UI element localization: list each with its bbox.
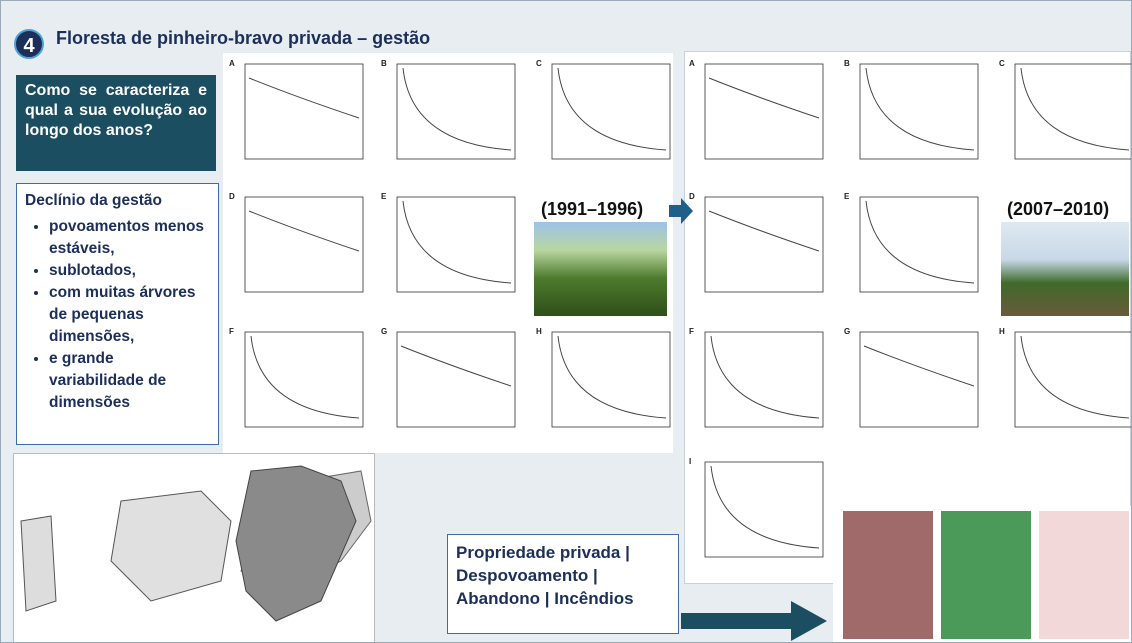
panel-letter: B [381,59,387,68]
panel-letter: H [536,327,542,336]
map-2 [941,511,1031,639]
map-3 [1039,511,1129,639]
panel-curve [866,68,974,150]
panel-frame [705,197,823,292]
panel-curve [1021,336,1129,418]
panel-letter: G [381,327,387,336]
panel-letter: F [229,327,234,336]
panel-frame [245,332,363,427]
panel-frame [552,332,670,427]
panel-letter: D [689,192,695,201]
overlay: A B C D E F G H A B C D E F G H I [1,1,1131,642]
map-1 [843,511,933,639]
panel-letter: C [999,59,1005,68]
panel-frame [705,332,823,427]
panel-letter: F [689,327,694,336]
panel-frame [552,64,670,159]
panel-curve [866,201,974,283]
panel-frame [860,64,978,159]
panel-letter: A [229,59,235,68]
panel-frame [245,197,363,292]
panel-frame [397,64,515,159]
panel-letter: B [844,59,850,68]
panel-curve [709,78,819,118]
panel-curve [558,336,666,418]
panel-frame [860,332,978,427]
panel-curve [711,336,819,418]
panel-frame [1015,332,1131,427]
map-portugal [21,516,56,611]
panel-frame [397,332,515,427]
panel-curve [403,201,511,283]
panel-curve [251,336,359,418]
panel-curve [709,211,819,251]
panel-curve [1021,68,1129,150]
panel-letter: D [229,192,235,201]
panel-letter: E [844,192,850,201]
panel-curve [249,211,359,251]
panel-letter: E [381,192,387,201]
panel-frame [860,197,978,292]
panel-curve [401,346,511,386]
panel-curve [711,466,819,548]
arrow-maps [681,601,827,641]
map-relief [236,466,356,621]
panel-frame [245,64,363,159]
slide: 4 Floresta de pinheiro-bravo privada – g… [0,0,1132,643]
panel-curve [558,68,666,150]
arrow-right [669,198,693,224]
map-burnt [111,491,231,601]
panel-letter: A [689,59,695,68]
panel-letter: G [844,327,850,336]
panel-curve [249,78,359,118]
panel-letter: H [999,327,1005,336]
panel-letter: I [689,457,691,466]
panel-letter: C [536,59,542,68]
panel-frame [1015,64,1131,159]
panel-frame [705,64,823,159]
panel-frame [397,197,515,292]
panel-frame [705,462,823,557]
panel-curve [864,346,974,386]
panel-curve [403,68,511,150]
